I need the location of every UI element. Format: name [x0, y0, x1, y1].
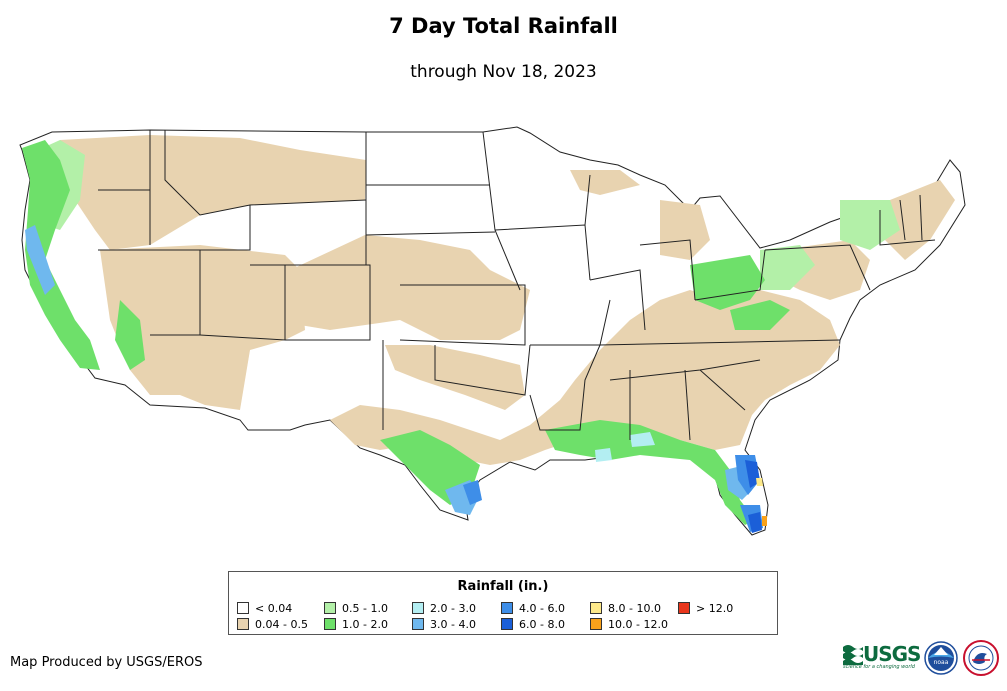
- map-title: 7 Day Total Rainfall: [389, 14, 618, 38]
- noaa-logo-text: noaa: [934, 659, 949, 666]
- legend-swatch: [590, 618, 602, 630]
- legend-item: 8.0 - 10.0: [590, 602, 661, 616]
- usgs-logo-text: USGS: [863, 642, 921, 666]
- legend-swatch: [412, 618, 424, 630]
- legend-item: 3.0 - 4.0: [412, 618, 476, 632]
- usgs-wave-icon: [843, 645, 863, 665]
- legend-item: > 12.0: [678, 602, 733, 616]
- legend-item: 0.04 - 0.5: [237, 618, 308, 632]
- map-legend: Rainfall (in.) < 0.04 0.04 - 0.5 0.5 - 1…: [228, 571, 778, 635]
- noaa-logo: noaa: [924, 641, 958, 675]
- legend-label: 4.0 - 6.0: [519, 602, 565, 615]
- legend-item: < 0.04: [237, 602, 292, 616]
- usgs-logo: USGS science for a changing world: [843, 642, 921, 672]
- map-credit: Map Produced by USGS/EROS: [10, 655, 203, 670]
- legend-swatch: [590, 602, 602, 614]
- legend-item: 1.0 - 2.0: [324, 618, 388, 632]
- rain-1.0-2.0: [22, 140, 790, 525]
- legend-swatch: [412, 602, 424, 614]
- rain-6.0-8.0: [745, 460, 762, 533]
- legend-swatch: [501, 602, 513, 614]
- legend-label: < 0.04: [255, 602, 293, 615]
- legend-label: 0.5 - 1.0: [342, 602, 388, 615]
- legend-label: 10.0 - 12.0: [608, 618, 668, 631]
- usgs-tagline: science for a changing world: [843, 664, 915, 670]
- legend-label: > 12.0: [696, 602, 734, 615]
- legend-swatch: [324, 602, 336, 614]
- legend-swatch: [501, 618, 513, 630]
- legend-item: 6.0 - 8.0: [501, 618, 565, 632]
- legend-item: 0.5 - 1.0: [324, 602, 388, 616]
- legend-label: 8.0 - 10.0: [608, 602, 661, 615]
- legend-swatch: [678, 602, 690, 614]
- legend-item: 2.0 - 3.0: [412, 602, 476, 616]
- legend-label: 2.0 - 3.0: [430, 602, 476, 615]
- rain-2.0-3.0: [595, 432, 655, 462]
- map-subtitle: through Nov 18, 2023: [410, 62, 597, 82]
- legend-title: Rainfall (in.): [457, 579, 549, 594]
- rain-8.0-12.0: [756, 478, 767, 526]
- legend-label: 3.0 - 4.0: [430, 618, 476, 631]
- legend-item: 10.0 - 12.0: [590, 618, 668, 632]
- nws-logo: [963, 640, 999, 676]
- legend-label: 6.0 - 8.0: [519, 618, 565, 631]
- rainfall-map: [19, 126, 966, 536]
- legend-label: 0.04 - 0.5: [255, 618, 308, 631]
- legend-swatch: [324, 618, 336, 630]
- state-boundaries: [98, 130, 936, 441]
- legend-swatch: [237, 618, 249, 630]
- legend-swatch: [237, 602, 249, 614]
- legend-item: 4.0 - 6.0: [501, 602, 565, 616]
- legend-label: 1.0 - 2.0: [342, 618, 388, 631]
